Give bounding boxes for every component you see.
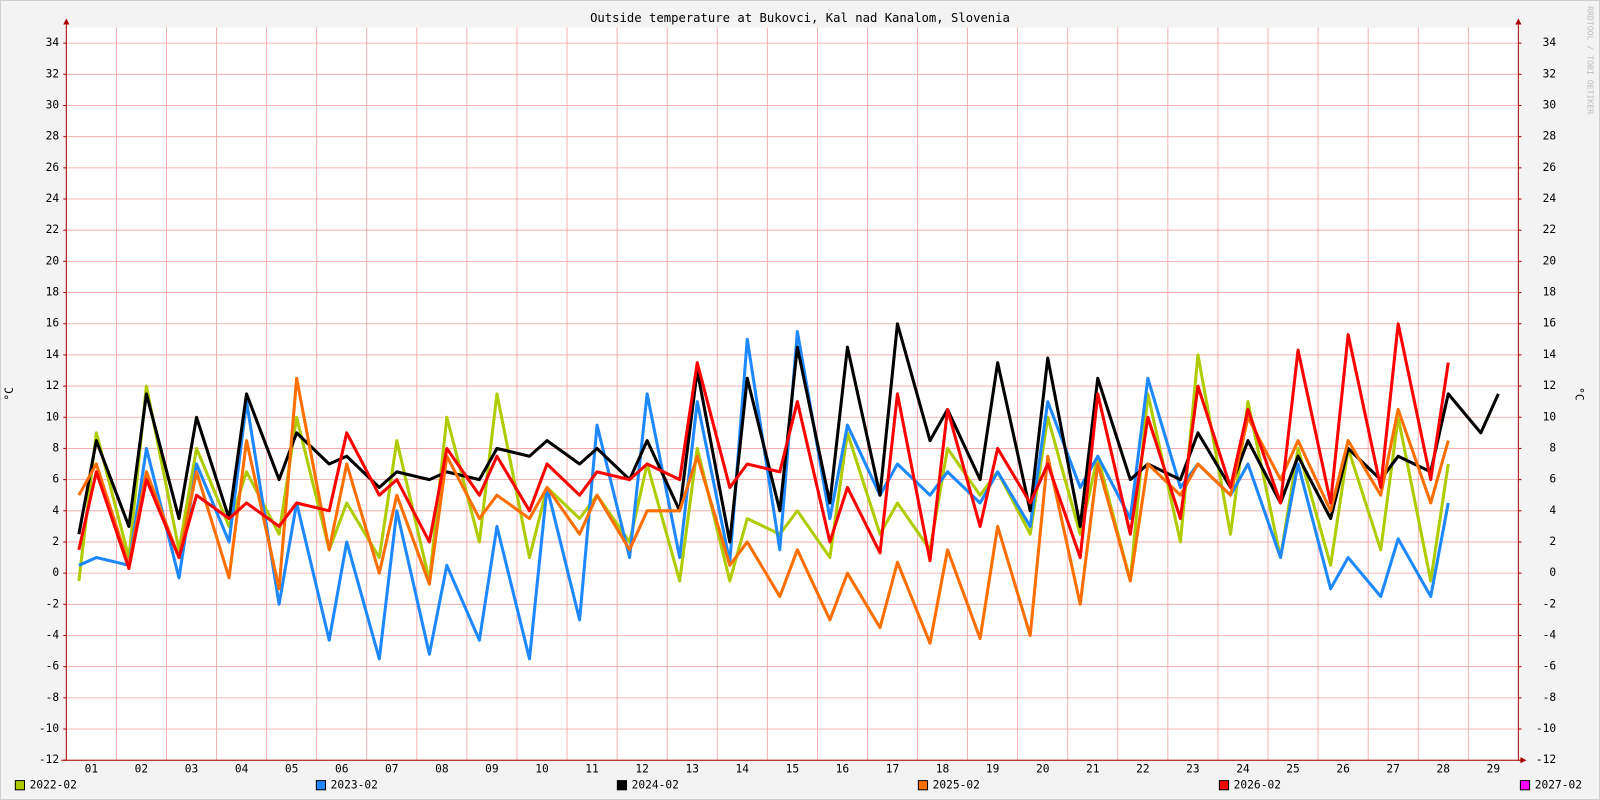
y-tick-label: 24: [46, 192, 60, 205]
y-tick-label: 32: [46, 67, 60, 80]
y-tick-label: 4: [52, 504, 59, 517]
y2-tick-label: -10: [1536, 722, 1557, 735]
y-tick-label: -2: [46, 597, 60, 610]
legend-label: 2026-02: [1234, 779, 1281, 792]
plot: [66, 27, 1519, 761]
x-tick-label: 29: [1487, 762, 1501, 775]
legend-swatch: [14, 780, 26, 791]
y-tick-label: 18: [46, 286, 60, 299]
x-tick-label: 02: [135, 762, 149, 775]
x-tick-label: 27: [1386, 762, 1400, 775]
legend-label: 2023-02: [331, 779, 378, 792]
x-tick-label: 20: [1036, 762, 1050, 775]
x-tick-label: 08: [435, 762, 449, 775]
y-tick-label: -10: [39, 722, 60, 735]
legend-swatch: [917, 780, 929, 791]
x-tick-label: 17: [886, 762, 900, 775]
y2-tick-label: -12: [1536, 753, 1556, 766]
y-tick-label: -8: [46, 691, 60, 704]
y2-tick-label: -2: [1543, 597, 1557, 610]
x-tick-label: 21: [1086, 762, 1100, 775]
legend-swatch: [616, 780, 628, 791]
series-line: [77, 376, 1450, 645]
y2-tick-label: 32: [1543, 67, 1557, 80]
x-tick-label: 26: [1336, 762, 1350, 775]
y2-tick-label: -8: [1543, 691, 1557, 704]
x-tick-label: 06: [335, 762, 349, 775]
y-tick-label: 20: [46, 254, 60, 267]
y2-axis-label: °C: [1573, 387, 1586, 401]
x-tick-label: 03: [185, 762, 199, 775]
legend-label: 2027-02: [1535, 779, 1582, 792]
series-line: [77, 322, 1450, 570]
x-tick-label: 13: [685, 762, 699, 775]
y2-tick-label: 0: [1549, 566, 1556, 579]
y2-tick-label: 4: [1549, 504, 1556, 517]
y-tick-label: 30: [46, 98, 60, 111]
x-tick-label: 12: [635, 762, 649, 775]
y-tick-label: 10: [46, 410, 60, 423]
legend-label: 2022-02: [30, 779, 77, 792]
legend-swatch: [1519, 780, 1531, 791]
y-tick-label: 0: [52, 566, 59, 579]
chart-title: Outside temperature at Bukovci, Kal nad …: [590, 11, 1010, 25]
x-tick-label: 10: [535, 762, 549, 775]
y-tick-label: -6: [46, 660, 60, 673]
y2-tick-label: 30: [1543, 98, 1557, 111]
y2-tick-label: 28: [1543, 130, 1557, 143]
x-tick-label: 01: [85, 762, 99, 775]
y2-tick-label: -4: [1543, 628, 1557, 641]
x-tick-label: 25: [1286, 762, 1300, 775]
y2-tick-label: 14: [1543, 348, 1557, 361]
x-tick-label: 18: [936, 762, 950, 775]
legend-swatch: [315, 780, 327, 791]
y2-tick-label: 6: [1549, 473, 1556, 486]
x-tick-label: 28: [1437, 762, 1451, 775]
y-tick-label: 28: [46, 130, 60, 143]
x-tick-label: 22: [1136, 762, 1150, 775]
legend-label: 2024-02: [632, 779, 679, 792]
x-tick-label: 14: [736, 762, 750, 775]
watermark: RRDTOOL / TOBI OETIKER: [1585, 6, 1595, 114]
x-tick-label: 11: [585, 762, 599, 775]
y-tick-label: -12: [39, 753, 59, 766]
x-tick-label: 24: [1236, 762, 1250, 775]
legend-label: 2025-02: [933, 779, 980, 792]
y-tick-label: -4: [46, 628, 60, 641]
y-tick-label: 2: [52, 535, 59, 548]
y2-tick-label: 22: [1543, 223, 1557, 236]
y-tick-label: 6: [52, 473, 59, 486]
y2-tick-label: 26: [1543, 161, 1557, 174]
x-tick-label: 19: [986, 762, 1000, 775]
y-tick-label: 12: [46, 379, 60, 392]
y2-tick-label: 18: [1543, 286, 1557, 299]
y2-tick-label: 24: [1543, 192, 1557, 205]
y-tick-label: 8: [52, 441, 59, 454]
y2-tick-label: 20: [1543, 254, 1557, 267]
y-tick-label: 22: [46, 223, 60, 236]
y-tick-label: 16: [46, 317, 60, 330]
y2-tick-label: 2: [1549, 535, 1556, 548]
y-tick-label: 26: [46, 161, 60, 174]
y2-tick-label: 8: [1549, 441, 1556, 454]
y2-tick-label: -6: [1543, 660, 1557, 673]
x-tick-label: 07: [385, 762, 399, 775]
x-tick-label: 09: [485, 762, 499, 775]
y-tick-label: 34: [46, 36, 60, 49]
y2-tick-label: 16: [1543, 317, 1557, 330]
y-axis-label: °C: [3, 387, 16, 401]
y2-tick-label: 34: [1543, 36, 1557, 49]
x-tick-label: 05: [285, 762, 299, 775]
x-tick-label: 04: [235, 762, 249, 775]
legend-swatch: [1218, 780, 1230, 791]
x-tick-label: 23: [1186, 762, 1200, 775]
series-line: [77, 322, 1500, 544]
y2-tick-label: 12: [1543, 379, 1557, 392]
y-tick-label: 14: [46, 348, 60, 361]
x-tick-label: 15: [786, 762, 800, 775]
y2-tick-label: 10: [1543, 410, 1557, 423]
x-tick-label: 16: [836, 762, 850, 775]
